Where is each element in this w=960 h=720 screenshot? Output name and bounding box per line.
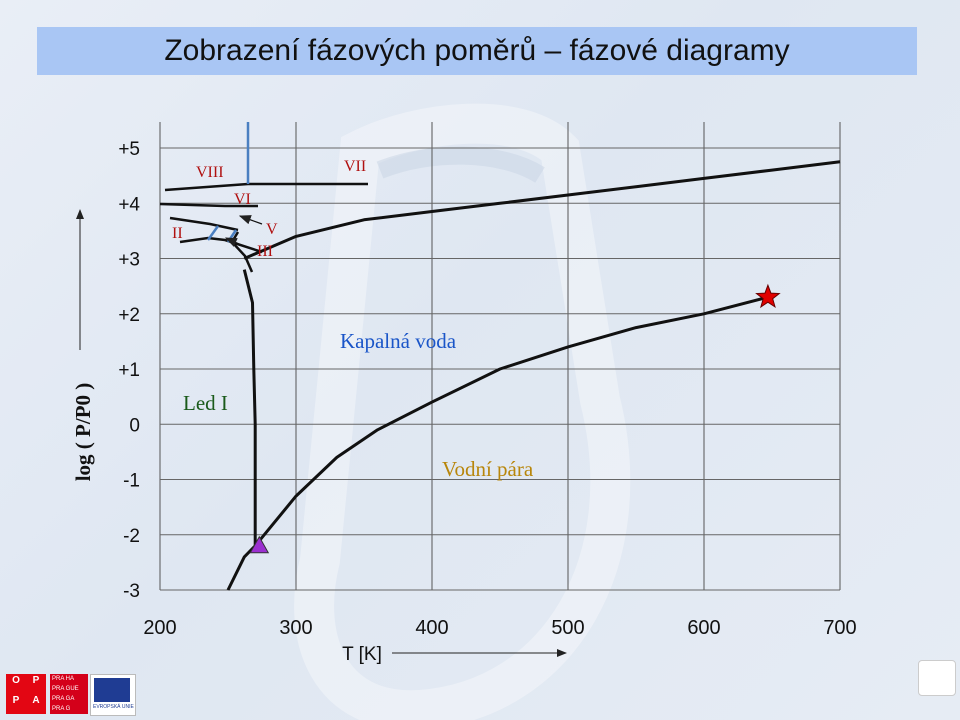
ice-label-pointer xyxy=(238,215,263,225)
x-tick-label: 200 xyxy=(143,617,176,639)
ice-label-pointer xyxy=(224,237,249,249)
ice-phase-label: VIII xyxy=(196,164,224,181)
eu-text: EVROPSKÁ UNIE xyxy=(93,704,134,710)
opp-letter: A xyxy=(32,695,40,706)
region-label: Kapalná voda xyxy=(340,329,457,353)
y-tick-label: 0 xyxy=(129,415,140,436)
ice-phase-label: VI xyxy=(234,191,251,208)
praha-line: PRA GUE xyxy=(52,686,79,692)
region-label: Vodní pára xyxy=(442,457,534,481)
phase-boundaries xyxy=(226,160,841,591)
ice-phase-boundaries xyxy=(159,122,368,273)
x-axis-label: T [K] xyxy=(342,644,382,665)
flask-outline-decoration xyxy=(294,103,631,720)
y-tick-label: -2 xyxy=(123,526,140,547)
x-tick-label: 700 xyxy=(823,617,856,639)
opp-letter: O xyxy=(12,675,20,686)
y-tick-label: +1 xyxy=(118,360,140,381)
vaporization-curve xyxy=(254,295,769,547)
slide-title: Zobrazení fázových poměrů – fázové diagr… xyxy=(164,34,790,67)
ice-phase-label: V xyxy=(266,221,278,238)
y-tick-label: +3 xyxy=(118,250,140,271)
ice-phase-boundary xyxy=(230,231,254,273)
ice-phase-label: VII xyxy=(344,158,366,175)
y-axis-label: log ( P/P0 ) xyxy=(71,383,95,482)
x-tick-label: 500 xyxy=(551,617,584,639)
ice-boundary-blue xyxy=(206,225,220,241)
background-flask-decoration xyxy=(294,103,631,720)
praha-line: PRA HA xyxy=(52,676,75,682)
opp-logo: O P P A xyxy=(6,674,46,714)
eu-flag-icon xyxy=(94,678,130,702)
chart-grid xyxy=(159,122,841,591)
praha-logo: PRA HA PRA GUE PRA GA PRA G xyxy=(50,674,88,714)
partner-logo-icon xyxy=(918,660,956,696)
melting-curve xyxy=(226,269,257,591)
slide-title-bar: Zobrazení fázových poměrů – fázové diagr… xyxy=(37,27,917,75)
opp-letter: P xyxy=(32,675,40,686)
region-label: Led I xyxy=(183,391,228,415)
y-tick-label: -3 xyxy=(123,581,140,602)
x-tick-label: 400 xyxy=(415,617,448,639)
high-pressure-curve xyxy=(243,160,841,260)
praha-line: PRA GA xyxy=(52,696,75,702)
opp-letter: P xyxy=(12,695,20,706)
y-tick-label: +2 xyxy=(118,305,140,326)
y-tick-label: +4 xyxy=(118,194,140,215)
y-tick-label: +5 xyxy=(118,139,140,160)
ice-phase-label: III xyxy=(257,243,273,260)
triple-point-marker xyxy=(249,535,270,554)
ice-phase-boundary xyxy=(179,236,263,254)
x-tick-label: 600 xyxy=(687,617,720,639)
praha-line: PRA G xyxy=(52,706,71,712)
eu-logo: EVROPSKÁ UNIE xyxy=(90,674,136,716)
ice-phase-label: II xyxy=(172,225,183,242)
flask-rim-decoration xyxy=(376,146,545,183)
ice-phase-boundary xyxy=(159,202,258,208)
y-tick-label: -1 xyxy=(123,471,140,492)
critical-point-marker xyxy=(755,283,781,309)
chart-markers xyxy=(249,283,781,554)
ice-phase-boundary xyxy=(169,216,239,232)
x-tick-label: 300 xyxy=(279,617,312,639)
chart-axes: 200 300 400 500 600 700 +5 +4 +3 +2 +1 0 -1 -2 -3 T [K]… xyxy=(71,139,857,665)
